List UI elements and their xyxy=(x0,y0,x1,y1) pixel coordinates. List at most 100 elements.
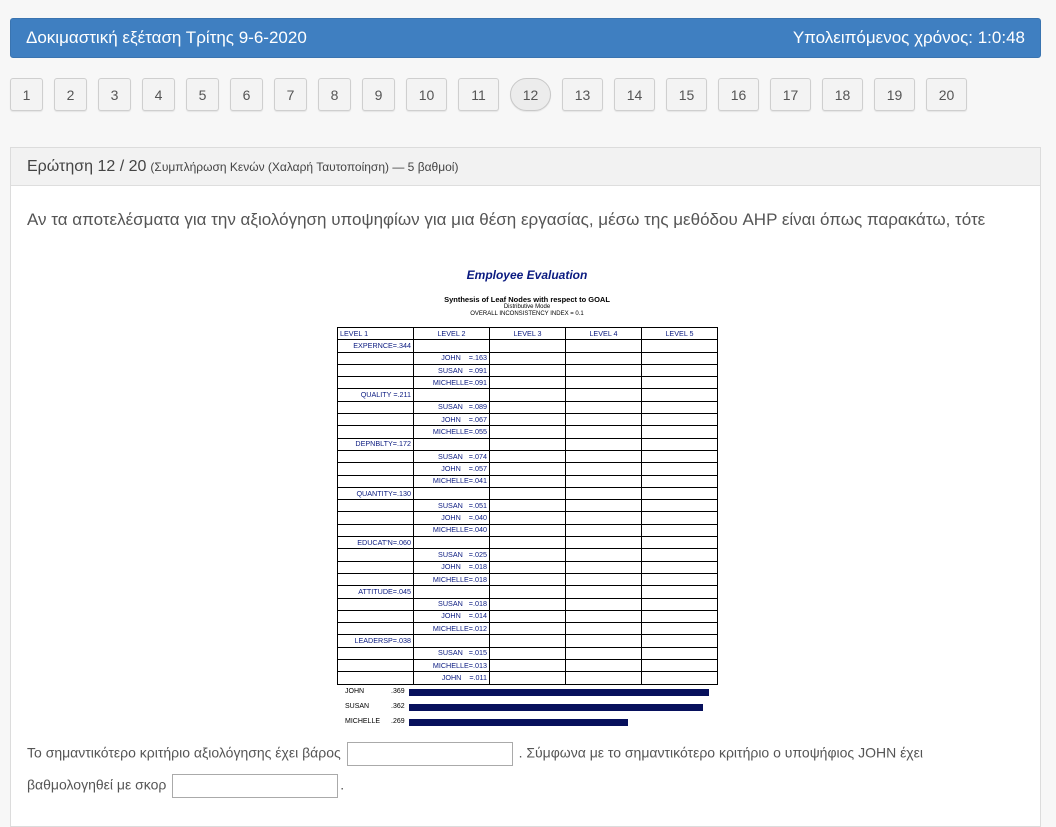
table-cell xyxy=(337,548,414,562)
table-cell xyxy=(489,499,566,513)
page-button-7[interactable]: 7 xyxy=(274,78,307,111)
table-cell xyxy=(489,536,566,550)
page-button-2[interactable]: 2 xyxy=(54,78,87,111)
table-cell xyxy=(489,376,566,390)
table-row: JOHN =.040 xyxy=(337,511,718,525)
page-button-3[interactable]: 3 xyxy=(98,78,131,111)
table-cell xyxy=(641,597,718,611)
table-cell xyxy=(565,585,642,599)
score-bar-row: MICHELLE .269 xyxy=(345,718,725,728)
page-button-13[interactable]: 13 xyxy=(562,78,603,111)
page-button-4[interactable]: 4 xyxy=(142,78,175,111)
table-cell xyxy=(641,622,718,636)
table-row: ATTITUDE=.045 xyxy=(337,585,718,599)
table-row: MICHELLE=.013 xyxy=(337,659,718,673)
table-cell xyxy=(337,425,414,439)
table-cell xyxy=(641,659,718,673)
table-cell: JOHN =.018 xyxy=(413,560,490,574)
table-cell xyxy=(641,425,718,439)
table-cell xyxy=(641,376,718,390)
table-cell xyxy=(489,339,566,353)
table-cell xyxy=(641,363,718,378)
page-button-17[interactable]: 17 xyxy=(770,78,811,111)
table-row: SUSAN =.074 xyxy=(337,449,718,464)
table-cell xyxy=(565,400,642,415)
table-cell xyxy=(337,474,414,488)
question-number: Ερώτηση 12 / 20 xyxy=(27,157,147,175)
table-cell xyxy=(337,449,414,464)
fill-text-part2: . Σύμφωνα με το σημαντικότερο κριτήριο ο… xyxy=(518,744,924,761)
table-cell: ATTITUDE=.045 xyxy=(337,585,414,599)
page-button-10[interactable]: 10 xyxy=(406,78,447,111)
table-cell xyxy=(489,462,566,476)
table-cell xyxy=(489,585,566,599)
page-button-14[interactable]: 14 xyxy=(614,78,655,111)
table-cell xyxy=(565,597,642,611)
table-row: MICHELLE=.055 xyxy=(337,425,718,439)
page-button-8[interactable]: 8 xyxy=(318,78,351,111)
page-button-16[interactable]: 16 xyxy=(718,78,759,111)
answer-input-score[interactable] xyxy=(172,774,339,798)
page-button-15[interactable]: 15 xyxy=(666,78,707,111)
page-button-11[interactable]: 11 xyxy=(458,78,499,111)
page-button-6[interactable]: 6 xyxy=(230,78,263,111)
table-row: SUSAN =.025 xyxy=(337,548,718,562)
score-bar-value: .369 xyxy=(391,688,405,695)
page-button-20[interactable]: 20 xyxy=(926,78,967,111)
table-cell xyxy=(337,659,414,673)
table-cell: SUSAN =.074 xyxy=(413,449,490,464)
table-cell xyxy=(337,609,414,624)
table-cell xyxy=(489,659,566,673)
table-cell xyxy=(489,437,566,451)
table-cell: EXPERNCE=.344 xyxy=(337,339,414,353)
table-cell xyxy=(337,646,414,661)
table-cell: QUALITY =.211 xyxy=(337,388,414,402)
table-cell xyxy=(337,671,414,685)
table-cell xyxy=(489,609,566,624)
table-cell xyxy=(337,499,414,513)
page-button-19[interactable]: 19 xyxy=(874,78,915,111)
table-row: JOHN =.067 xyxy=(337,413,718,427)
table-cell xyxy=(489,351,566,365)
table-cell xyxy=(565,339,642,353)
table-cell xyxy=(489,486,566,501)
table-cell: SUSAN =.051 xyxy=(413,499,490,513)
table-cell xyxy=(641,646,718,661)
page-button-18[interactable]: 18 xyxy=(822,78,863,111)
table-cell xyxy=(337,376,414,390)
table-cell xyxy=(337,511,414,525)
table-cell xyxy=(337,413,414,427)
synthesis-table: LEVEL 1 LEVEL 2 LEVEL 3 LEVEL 4 LEVEL 5 EXPE… xyxy=(337,326,718,685)
answer-input-weight[interactable] xyxy=(346,742,513,766)
table-cell xyxy=(489,560,566,574)
page-button-9[interactable]: 9 xyxy=(362,78,395,111)
page-button-5[interactable]: 5 xyxy=(186,78,219,111)
table-cell xyxy=(641,536,718,550)
table-cell xyxy=(489,548,566,562)
table-cell xyxy=(565,462,642,476)
table-cell: SUSAN =.015 xyxy=(413,646,490,661)
table-cell: JOHN =.163 xyxy=(413,351,490,365)
page-button-12[interactable]: 12 xyxy=(510,78,551,111)
page-button-1[interactable]: 1 xyxy=(10,78,43,111)
table-row: EDUCAT'N=.060 xyxy=(337,536,718,550)
table-row: MICHELLE=.040 xyxy=(337,523,718,538)
table-cell xyxy=(641,560,718,574)
table-cell xyxy=(641,572,718,587)
table-cell: JOHN =.014 xyxy=(413,609,490,624)
score-bar xyxy=(409,689,709,696)
table-cell xyxy=(489,572,566,587)
table-cell: SUSAN =.089 xyxy=(413,400,490,415)
table-cell xyxy=(565,560,642,574)
question-text: Αν τα αποτελέσματα για την αξιολόγηση υπ… xyxy=(27,210,986,229)
table-cell xyxy=(565,376,642,390)
table-cell xyxy=(641,548,718,562)
exam-header-bar: Δοκιμαστική εξέταση Τρίτης 9-6-2020 Υπολ… xyxy=(10,18,1041,58)
figure-inconsistency: OVERALL INCONSISTENCY INDEX = 0.1 xyxy=(470,311,584,317)
table-cell xyxy=(565,363,642,378)
table-cell xyxy=(413,634,490,648)
table-row: EXPERNCE=.344 xyxy=(337,339,718,353)
table-cell: QUANTITY=.130 xyxy=(337,486,414,501)
table-row: JOHN =.014 xyxy=(337,609,718,624)
table-cell xyxy=(641,413,718,427)
